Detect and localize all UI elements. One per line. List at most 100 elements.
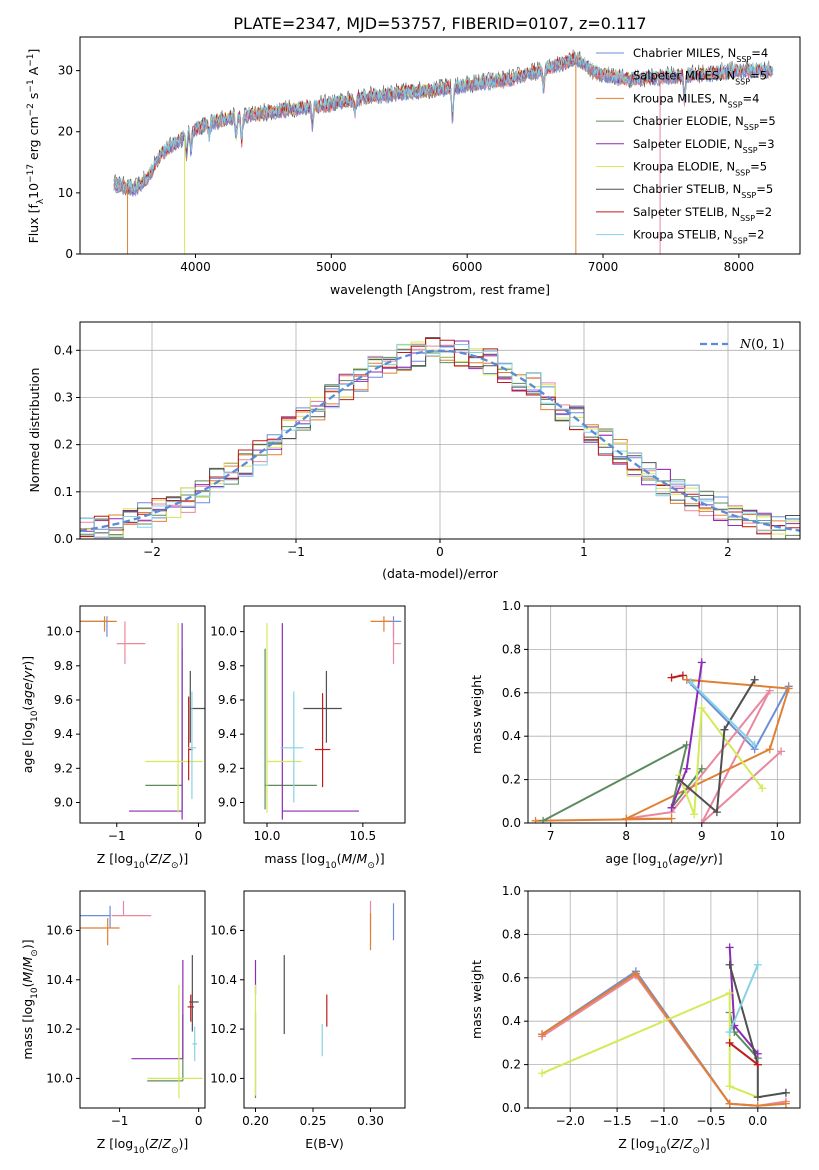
weight-line xyxy=(678,707,763,816)
y-tick-label: 10.4 xyxy=(46,973,73,987)
y-tick-label: 9.4 xyxy=(218,727,237,741)
y-tick-label: 0.4 xyxy=(502,1014,521,1028)
y-tick-label: 0.8 xyxy=(502,642,521,656)
weight-marker xyxy=(725,1099,734,1108)
axes-residual_histogram: −2 −1 0 1 2 0.0 0.1 0.2 0.3 0.4 (data-model)/error… xyxy=(27,321,801,581)
x-tick-label: −1.0 xyxy=(649,1114,678,1128)
x-axis-label: Z [log10(Z/Z⊙)] xyxy=(97,1136,189,1156)
y-axis-label: mass [log10(M/M⊙)] xyxy=(20,939,40,1059)
weight-marker xyxy=(538,1069,547,1078)
weight-line xyxy=(689,681,756,746)
y-tick-label: 10.0 xyxy=(210,1071,237,1085)
weight-marker xyxy=(781,1088,790,1097)
y-tick-label: 30 xyxy=(58,64,73,78)
spectrum-line xyxy=(113,51,774,192)
y-axis-label: age [log10(age/yr)] xyxy=(20,656,40,773)
x-tick-label: 7 xyxy=(547,829,555,843)
weight-marker xyxy=(753,960,762,969)
weight-marker xyxy=(725,1028,734,1037)
axes-frame xyxy=(79,36,801,255)
x-tick-label: 10.0 xyxy=(254,829,281,843)
y-tick-label: 0.4 xyxy=(502,729,521,743)
x-tick-label: 0.20 xyxy=(242,1114,269,1128)
y-tick-label: 20 xyxy=(58,125,73,139)
weight-marker xyxy=(538,1030,547,1039)
y-axis-label: mass weight xyxy=(469,960,484,1039)
x-axis-label: E(B-V) xyxy=(305,1136,344,1151)
weight-marker xyxy=(784,684,793,693)
x-tick-label: −1.5 xyxy=(603,1114,632,1128)
y-tick-label: 0.2 xyxy=(54,438,73,452)
weight-marker xyxy=(690,810,699,819)
weight-marker xyxy=(725,988,734,997)
weight-line xyxy=(728,964,787,1099)
weight-marker xyxy=(750,740,759,749)
axes-mass_weight_vs_metallicity: −2.0 −1.5 −1.0 −0.5 0.0 0.0 0.2 0.4 0.6 0.8 1.0 Z [… xyxy=(469,884,801,1156)
y-axis-label: Flux [fλ10−17 erg cm−2 s−1 A−1] xyxy=(26,49,46,244)
weight-line xyxy=(535,678,790,822)
weight-marker xyxy=(678,671,687,680)
axes-age_vs_mass: 10.0 10.5 9.0 9.2 9.4 9.6 9.8 10.0 mass [log10(M… xyxy=(210,605,406,871)
y-tick-label: 10.2 xyxy=(210,1022,237,1036)
x-tick-label: −1 xyxy=(111,1114,129,1128)
y-tick-label: 9.6 xyxy=(54,693,73,707)
x-tick-label: −2 xyxy=(143,545,161,559)
y-tick-label: 10.0 xyxy=(210,625,237,639)
x-tick-label: 0.25 xyxy=(300,1114,327,1128)
y-tick-label: 1.0 xyxy=(502,884,521,898)
weight-marker xyxy=(712,808,721,817)
plot-area-mass_vs_metallicity xyxy=(80,900,203,1099)
weight-marker xyxy=(725,960,734,969)
axes-frame xyxy=(79,605,206,824)
axes-mass_weight_vs_age: 7 8 9 10 0.0 0.2 0.4 0.6 0.8 1.0 age [log10(age/yr… xyxy=(469,599,801,871)
axes-age_vs_metallicity: −1 0 9.0 9.2 9.4 9.6 9.8 10.0 Z [log10(Z/Z⊙)] age… xyxy=(20,605,206,871)
x-axis-label: Z [log10(Z/Z⊙)] xyxy=(97,851,189,871)
weight-marker xyxy=(697,764,706,773)
y-tick-label: 0.0 xyxy=(54,532,73,546)
y-tick-label: 0.1 xyxy=(54,485,73,499)
weight-marker xyxy=(753,1060,762,1069)
plot-area-mass_vs_extinction xyxy=(254,900,395,1099)
weight-marker xyxy=(765,686,774,695)
weight-marker xyxy=(725,1082,734,1091)
y-tick-label: 10.6 xyxy=(210,923,237,937)
axes-frame xyxy=(79,890,206,1109)
x-tick-label: 7000 xyxy=(588,260,619,274)
x-tick-label: 8 xyxy=(622,829,630,843)
figure-title: PLATE=2347, MJD=53757, FIBERID=0107, z=0… xyxy=(233,14,646,33)
x-tick-label: 10 xyxy=(770,829,785,843)
weight-marker xyxy=(667,673,676,682)
weight-marker xyxy=(765,745,774,754)
x-tick-label: 6000 xyxy=(452,260,483,274)
plot-area-spectrum xyxy=(113,49,774,254)
x-axis-label: (data-model)/error xyxy=(382,566,499,581)
y-tick-label: 0.2 xyxy=(502,773,521,787)
legend-label: Kroupa ELODIE, NSSP=5 xyxy=(633,160,767,178)
weight-marker xyxy=(697,658,706,667)
weight-marker xyxy=(750,675,759,684)
plot-area-mass_weight_vs_age xyxy=(531,658,793,823)
y-tick-label: 0.4 xyxy=(54,343,73,357)
x-tick-label: 1 xyxy=(580,545,588,559)
weight-line xyxy=(542,743,703,822)
legend-label: Salpeter STELIB, NSSP=2 xyxy=(633,205,772,223)
x-tick-label: −0.5 xyxy=(696,1114,725,1128)
weight-line xyxy=(678,679,756,814)
y-tick-label: 10.2 xyxy=(46,1022,73,1036)
axes-frame xyxy=(527,605,801,824)
y-tick-label: 0.0 xyxy=(502,1101,521,1115)
y-tick-label: 9.2 xyxy=(54,761,73,775)
y-axis-label: Normed distribution xyxy=(27,368,42,493)
plot-area-age_vs_metallicity xyxy=(80,616,205,820)
weight-marker xyxy=(686,677,695,686)
axes-spectrum: 4000 5000 6000 7000 8000 0 10 20 30 wavelength [A… xyxy=(26,36,801,297)
x-axis-label: age [log10(age/yr)] xyxy=(605,851,722,871)
y-tick-label: 10 xyxy=(58,186,73,200)
weight-marker xyxy=(697,703,706,712)
x-tick-label: 10.5 xyxy=(349,829,376,843)
y-tick-label: 0.3 xyxy=(54,390,73,404)
x-tick-label: 9 xyxy=(698,829,706,843)
spectrum-line xyxy=(113,56,774,197)
y-axis-label: mass weight xyxy=(469,675,484,754)
